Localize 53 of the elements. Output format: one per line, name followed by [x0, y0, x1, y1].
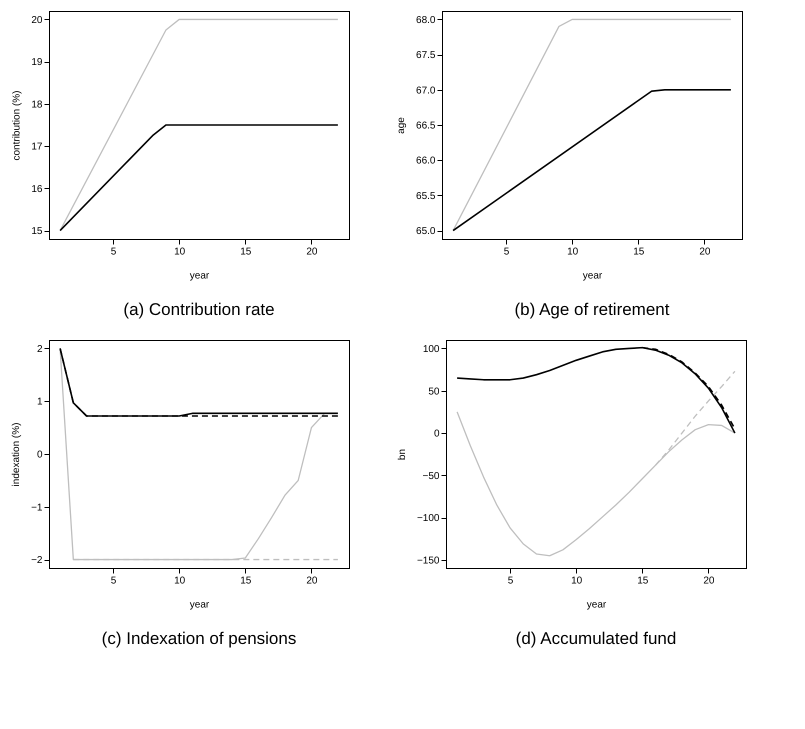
y-tick-label: 0: [36, 450, 43, 460]
y-tick-label: 50: [428, 386, 440, 398]
text: (a) Contribution rate: [123, 300, 275, 319]
text: (d) Accumulated fund: [516, 629, 676, 648]
y-axis-title: contribution (%): [11, 90, 22, 161]
x-axis-title: year: [586, 600, 607, 610]
x-tick-label: 5: [110, 246, 117, 258]
y-tick-label: 17: [31, 142, 43, 153]
x-tick-label: 10: [567, 246, 579, 258]
y-tick-label: 66.0: [416, 156, 436, 167]
y-tick-label: 66.5: [416, 120, 436, 132]
text: (b) Age of retirement: [514, 300, 670, 319]
y-tick-label: −1: [31, 502, 43, 514]
line-series: [456, 346, 736, 434]
x-tick-label: 5: [110, 576, 117, 586]
y-axis-title: age: [396, 116, 408, 134]
y-tick-label: 18: [31, 99, 43, 110]
y-tick-label: 20: [31, 14, 43, 26]
text: (c) Indexation of pensions: [102, 629, 296, 648]
y-tick-label: 15: [31, 226, 43, 238]
x-tick-label: 15: [240, 576, 252, 586]
y-tick-label: 19: [31, 57, 43, 68]
y-tick-label: 68.0: [416, 14, 436, 26]
y-tick-label: 65.5: [416, 190, 436, 202]
y-tick-label: 67.0: [416, 85, 436, 96]
y-tick-label: −50: [422, 470, 440, 482]
x-tick-label: 20: [306, 576, 318, 586]
x-tick-label: 20: [699, 246, 711, 258]
y-tick-label: 100: [422, 344, 440, 355]
y-tick-label: 2: [36, 344, 43, 355]
y-tick-label: 16: [31, 184, 43, 195]
y-tick-label: −150: [416, 555, 440, 566]
x-axis-title: year: [190, 270, 210, 282]
x-tick-label: 10: [571, 576, 583, 586]
y-tick-label: 65.0: [416, 226, 436, 238]
x-tick-label: 15: [637, 576, 649, 586]
x-tick-label: 10: [174, 576, 186, 586]
y-tick-label: 0: [434, 428, 440, 440]
x-tick-label: 5: [508, 576, 514, 586]
x-tick-label: 5: [504, 246, 510, 258]
x-tick-label: 15: [633, 246, 645, 258]
y-tick-label: 1: [36, 396, 43, 408]
y-tick-label: −2: [31, 555, 43, 566]
x-tick-label: 15: [240, 246, 252, 258]
y-axis-title: indexation (%): [11, 422, 22, 486]
y-axis-title: bn: [396, 448, 408, 460]
x-tick-label: 20: [703, 576, 715, 586]
x-tick-label: 20: [306, 246, 318, 258]
x-axis-title: year: [190, 600, 210, 610]
x-axis-title: year: [582, 270, 603, 282]
x-tick-label: 10: [174, 246, 186, 258]
y-tick-label: −100: [416, 513, 440, 524]
y-tick-label: 67.5: [416, 50, 436, 62]
